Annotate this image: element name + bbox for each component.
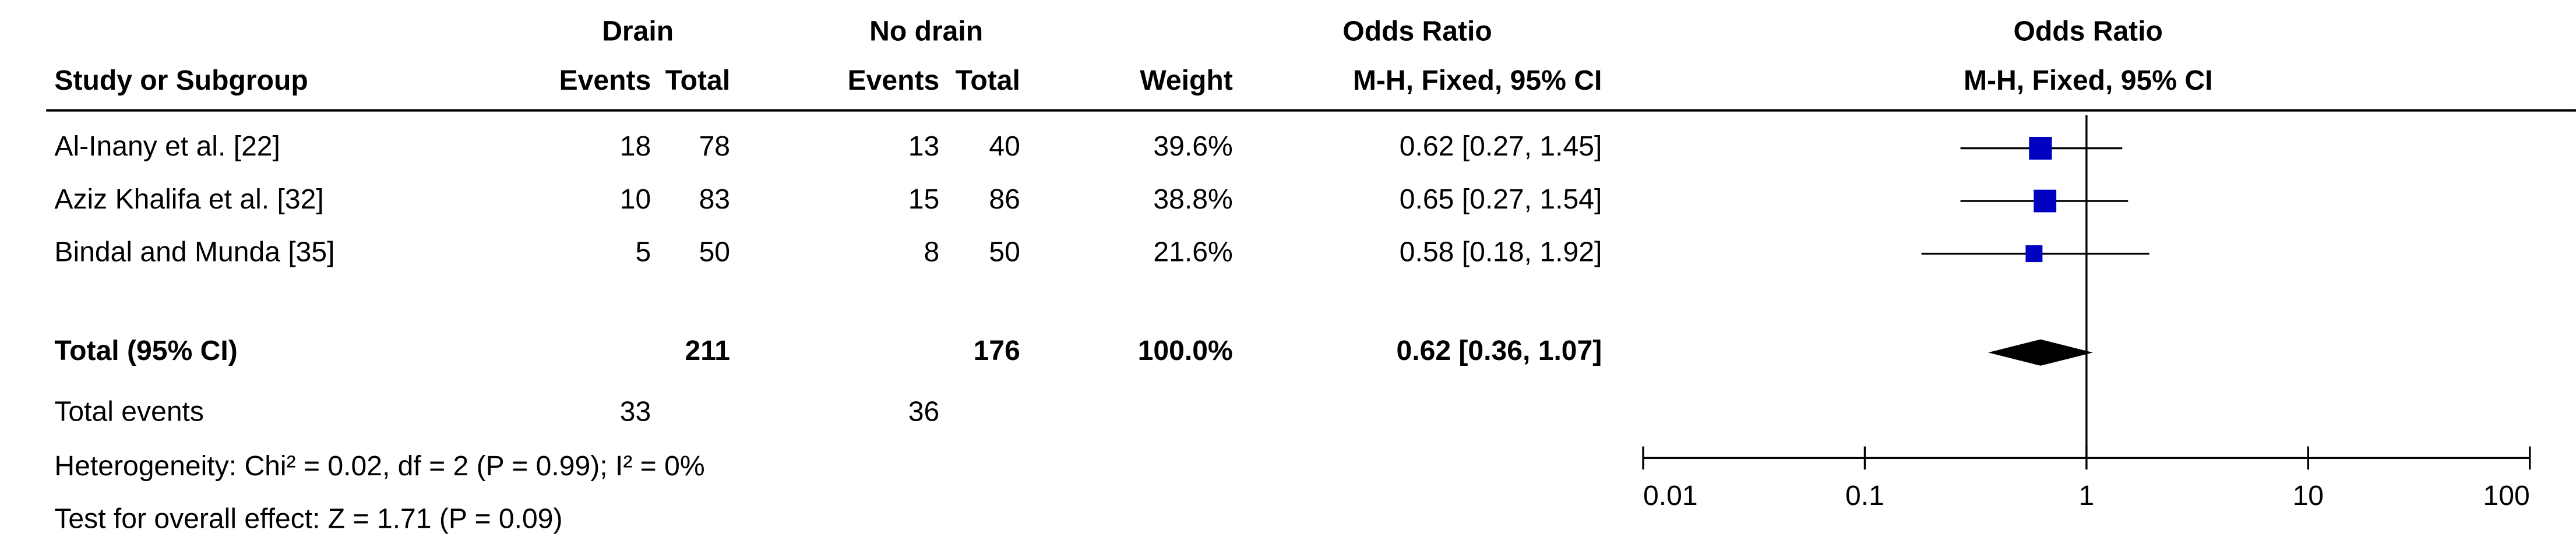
cell: 5 [636,236,651,267]
cell: 78 [699,130,730,162]
ci-text: 0.58 [0.18, 1.92] [1400,236,1602,267]
group-header: Odds Ratio [1342,15,1492,47]
cell: 13 [908,130,939,162]
x-tick-label: 0.01 [1643,480,1698,511]
cell: 86 [989,183,1020,215]
group-header: Drain [602,15,674,47]
cell: 176 [974,335,1020,366]
events-label: Total events [54,396,204,428]
weight: 100.0% [1138,335,1233,366]
effect-square [2034,189,2057,213]
study-name: Aziz Khalifa et al. [32] [54,183,323,215]
cell: 10 [620,183,651,215]
ci-text: 0.62 [0.36, 1.07] [1396,335,1602,366]
cell: 36 [908,396,939,428]
column-header: Total [665,65,730,96]
column-header: Weight [1140,65,1232,96]
cell: 33 [620,396,651,428]
cell: 83 [699,183,730,215]
x-tick-label: 10 [2293,480,2324,511]
weight: 38.8% [1153,183,1232,215]
x-tick-label: 1 [2079,480,2095,511]
cell: 50 [989,236,1020,267]
column-header: Study or Subgroup [54,65,308,96]
ci-text: 0.65 [0.27, 1.54] [1400,183,1602,215]
study-name: Bindal and Munda [35] [54,236,334,267]
effect-square [2025,245,2043,263]
study-name: Al-Inany et al. [22] [54,130,280,162]
total-name: Total (95% CI) [54,335,237,366]
column-header: Events [848,65,940,96]
column-header: Total [956,65,1020,96]
overall-effect: Test for overall effect: Z = 1.71 (P = 0… [54,503,562,534]
cell: 40 [989,130,1020,162]
weight: 39.6% [1153,130,1232,162]
column-header: M-H, Fixed, 95% CI [1353,65,1602,96]
x-tick-label: 100 [2483,480,2530,511]
group-header: Odds Ratio [2013,15,2162,47]
effect-square [2029,136,2052,160]
cell: 50 [699,236,730,267]
column-header: Events [559,65,651,96]
summary-diamond [1988,339,2094,366]
cell: 18 [620,130,651,162]
column-header: M-H, Fixed, 95% CI [1964,65,2212,96]
cell: 15 [908,183,939,215]
x-tick-label: 0.1 [1845,480,1884,511]
group-header: No drain [869,15,983,47]
cell: 211 [685,335,730,366]
weight: 21.6% [1153,236,1232,267]
cell: 8 [924,236,940,267]
heterogeneity: Heterogeneity: Chi² = 0.02, df = 2 (P = … [54,450,704,482]
ci-text: 0.62 [0.27, 1.45] [1400,130,1602,162]
